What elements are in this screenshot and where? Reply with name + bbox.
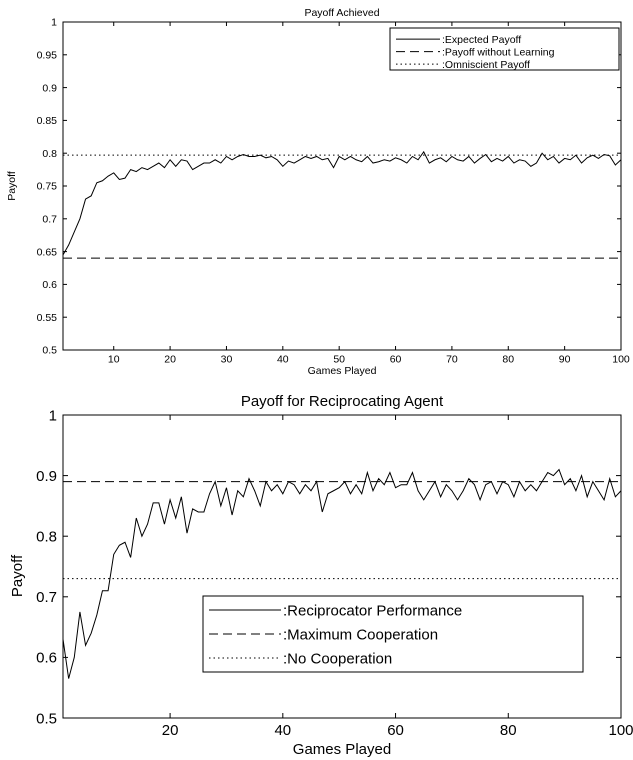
x-tick-label: 60 — [387, 722, 404, 739]
legend-box — [202, 595, 584, 673]
x-tick-label: 100 — [608, 722, 633, 739]
y-tick-label: 0.55 — [37, 312, 58, 324]
x-tick-label: 20 — [162, 722, 179, 739]
legend-box — [389, 27, 620, 71]
x-tick-label: 50 — [333, 354, 345, 366]
x-tick-label: 30 — [221, 354, 233, 366]
legend: :Reciprocator Performance :Maximum Cooper… — [202, 595, 584, 673]
y-tick-label: 0.95 — [37, 49, 58, 61]
y-tick-label: 0.7 — [36, 589, 57, 606]
x-tick-label: 90 — [559, 354, 571, 366]
x-tick-label: 100 — [612, 354, 630, 366]
legend-label-2: :No Cooperation — [283, 650, 392, 667]
x-tick-label: 70 — [446, 354, 458, 366]
y-tick-label: 0.5 — [42, 345, 57, 357]
x-tick-label: 40 — [274, 722, 291, 739]
x-tick-label: 40 — [277, 354, 289, 366]
x-tick-label: 20 — [164, 354, 176, 366]
y-axis-label: Payoff — [9, 554, 26, 597]
y-tick-label: 0.65 — [37, 246, 58, 258]
y-tick-label: 1 — [49, 407, 57, 424]
x-tick-label: 80 — [502, 354, 514, 366]
y-tick-label: 0.8 — [42, 148, 57, 160]
legend-label-2: :Omniscient Payoff — [442, 59, 530, 71]
legend-label-1: :Payoff without Learning — [442, 46, 555, 58]
x-tick-label: 80 — [500, 722, 517, 739]
x-tick-label: 10 — [108, 354, 120, 366]
y-tick-label: 0.8 — [36, 528, 57, 545]
y-tick-label: 0.6 — [36, 650, 57, 667]
y-tick-label: 0.5 — [36, 710, 57, 727]
legend-label-1: :Maximum Cooperation — [283, 626, 438, 643]
chart-reciprocating-agent: Payoff for Reciprocating Agent 20 40 60 80 1… — [9, 393, 633, 758]
x-axis-label: Games Played — [293, 741, 391, 758]
chart-payoff-achieved: Payoff Achieved 10 20 30 40 50 60 70 80 90 100 0.5… — [6, 7, 630, 377]
y-axis-label: Payoff — [6, 171, 18, 201]
series-line-0 — [62, 468, 622, 679]
y-tick-label: 0.7 — [42, 213, 57, 225]
legend: :Expected Payoff:Payoff without Learning… — [389, 27, 620, 71]
plot-area — [62, 414, 622, 719]
x-tick-label: 60 — [390, 354, 402, 366]
legend-label-0: :Reciprocator Performance — [283, 602, 462, 619]
y-tick-label: 1 — [51, 17, 57, 29]
chart-title: Payoff Achieved — [304, 7, 379, 19]
series-line-0 — [62, 150, 622, 256]
legend-label-0: :Expected Payoff — [442, 34, 521, 46]
y-tick-label: 0.9 — [36, 468, 57, 485]
y-tick-label: 0.85 — [37, 115, 58, 127]
y-tick-label: 0.6 — [42, 279, 57, 291]
x-axis-label: Games Played — [308, 365, 377, 377]
chart-title: Payoff for Reciprocating Agent — [241, 393, 444, 410]
y-tick-label: 0.75 — [37, 181, 58, 193]
y-tick-label: 0.9 — [42, 82, 57, 94]
